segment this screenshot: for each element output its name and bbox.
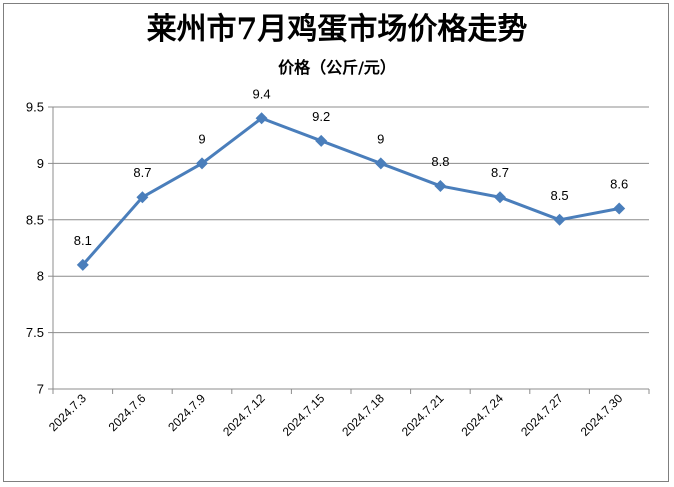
data-label: 8.8 (431, 154, 449, 169)
x-tick-label: 2024.7.18 (339, 391, 387, 439)
data-point-marker (374, 157, 387, 170)
series-line (81, 116, 620, 266)
data-point-marker (76, 258, 89, 271)
data-point-marker (553, 213, 566, 226)
y-tick-label: 7.5 (26, 325, 44, 340)
data-label: 8.6 (610, 177, 628, 192)
data-label: 8.1 (74, 233, 92, 248)
x-tick-label: 2024.7.15 (280, 391, 328, 439)
data-label: 8.7 (491, 165, 509, 180)
y-axis-label: 价格（公斤/元） (278, 58, 396, 77)
y-tick-label: 7 (37, 382, 44, 397)
y-tick-label: 9.5 (26, 100, 44, 115)
y-tick-label: 8 (37, 269, 44, 284)
x-tick-label: 2024.7.24 (458, 391, 506, 439)
data-label: 8.5 (551, 188, 569, 203)
data-label: 9.4 (253, 86, 271, 101)
data-point-marker (255, 112, 268, 125)
x-tick-label: 2024.7.6 (106, 391, 149, 434)
x-tick-label: 2024.7.9 (165, 391, 208, 434)
chart-frame (3, 3, 669, 482)
x-tick-label: 2024.7.12 (220, 391, 268, 439)
x-tick-label: 2024.7.30 (578, 391, 626, 439)
data-point-marker (434, 179, 447, 192)
x-tick-label: 2024.7.21 (399, 391, 447, 439)
y-tick-label: 9 (37, 156, 44, 171)
data-label: 9.2 (312, 109, 330, 124)
data-point-marker (315, 134, 328, 147)
data-point-marker (196, 157, 208, 170)
data-point-marker (613, 202, 626, 215)
x-tick-label: 2024.7.27 (518, 391, 566, 439)
data-point-marker (136, 191, 149, 204)
data-label: 9 (377, 131, 384, 146)
chart-title: 莱州市7月鸡蛋市场价格走势 (146, 12, 528, 47)
data-point-marker (494, 191, 506, 204)
data-label: 8.7 (133, 165, 151, 180)
y-tick-label: 8.5 (26, 212, 44, 227)
data-label: 9 (198, 131, 205, 146)
x-tick-label: 2024.7.3 (46, 391, 89, 434)
